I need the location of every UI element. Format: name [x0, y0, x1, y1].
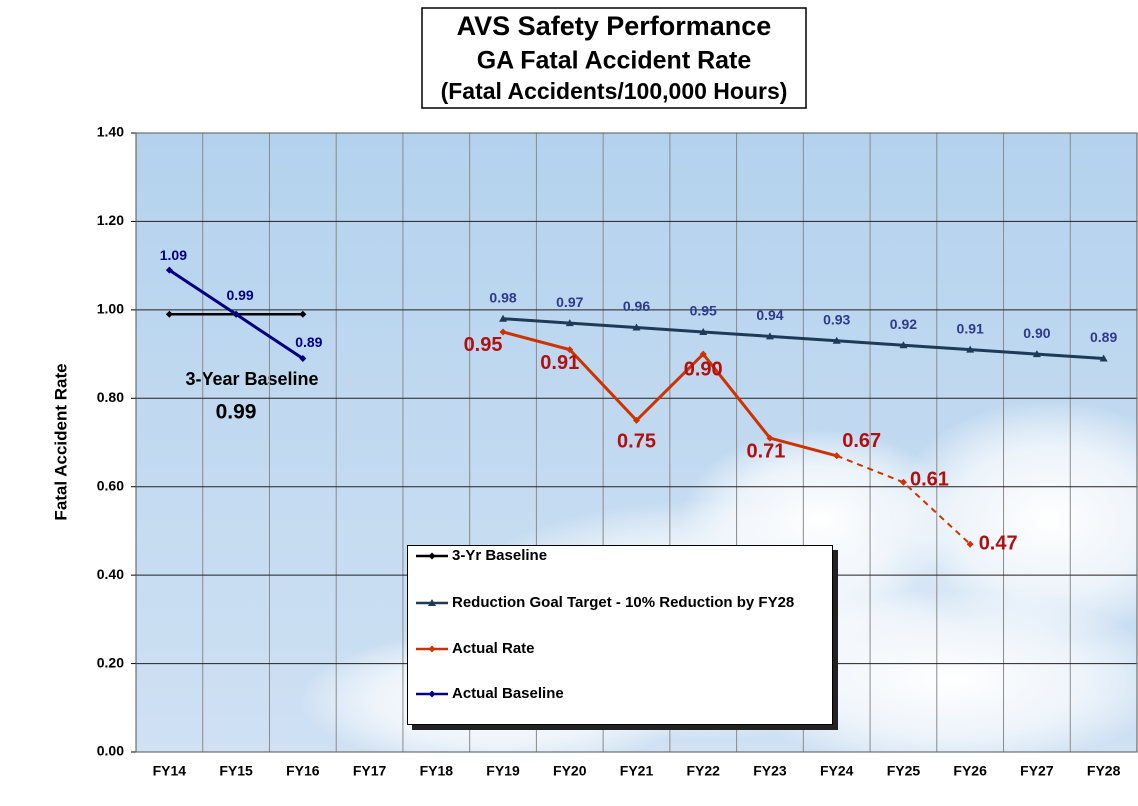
marker	[966, 345, 975, 353]
marker	[632, 323, 641, 331]
marker	[899, 478, 907, 486]
marker	[165, 310, 173, 318]
data-label: 0.75	[617, 431, 656, 453]
legend-swatch	[416, 599, 448, 606]
plot-frame	[135, 132, 1138, 753]
data-label: 0.47	[979, 532, 1018, 554]
chart-title: (Fatal Accidents/100,000 Hours)	[441, 78, 788, 104]
x-tick-label: FY23	[753, 763, 787, 779]
data-label: 0.90	[1023, 325, 1050, 341]
legend-label: Reduction Goal Target - 10% Reduction by…	[452, 594, 795, 611]
marker	[232, 310, 240, 318]
legend-label: Actual Baseline	[452, 685, 564, 702]
data-label: 0.89	[295, 334, 322, 350]
x-tick-label: FY26	[953, 763, 987, 779]
marker	[633, 416, 640, 424]
x-tick-label: FY19	[486, 763, 520, 779]
data-label: 0.90	[684, 358, 723, 380]
legend-swatch	[416, 552, 448, 560]
chart-title: AVS Safety Performance	[457, 11, 772, 41]
marker	[966, 540, 974, 548]
x-tick-label: FY18	[420, 763, 454, 779]
data-label: 0.98	[489, 289, 516, 305]
series-line	[502, 330, 838, 458]
x-tick-label: FY17	[353, 763, 387, 779]
data-label: 0.91	[540, 352, 579, 374]
y-tick-label: 0.60	[97, 477, 124, 493]
marker	[428, 599, 436, 606]
annotation: 3-Year Baseline	[185, 369, 318, 389]
marker	[1099, 354, 1108, 362]
x-tick-label: FY22	[686, 763, 720, 779]
data-label: 0.93	[823, 312, 850, 328]
marker	[299, 354, 307, 362]
marker	[428, 552, 436, 560]
y-tick-label: 0.20	[97, 654, 124, 670]
data-label: 0.92	[890, 316, 917, 332]
y-tick-label: 1.40	[97, 124, 124, 140]
data-label: 0.97	[556, 294, 583, 310]
data-label: 0.61	[910, 469, 949, 491]
x-tick-label: FY24	[820, 763, 854, 779]
y-axis-title: Fatal Accident Rate	[51, 363, 70, 520]
legend-label: 3-Yr Baseline	[452, 547, 548, 564]
legend-item: Reduction Goal Target - 10% Reduction by…	[414, 593, 824, 612]
data-label: 0.89	[1090, 329, 1117, 345]
marker	[299, 310, 307, 318]
y-tick-label: 0.40	[97, 566, 124, 582]
x-tick-label: FY21	[620, 763, 654, 779]
series-line	[502, 317, 1104, 360]
x-tick-label: FY25	[887, 763, 921, 779]
marker	[699, 327, 708, 335]
annotation: 0.99	[216, 401, 257, 424]
data-label: 0.94	[756, 307, 783, 323]
data-label: 0.67	[842, 430, 881, 452]
data-label: 0.99	[226, 287, 253, 303]
y-tick-label: 0.00	[97, 743, 124, 759]
data-label: 0.91	[957, 320, 984, 336]
x-tick-label: FY27	[1020, 763, 1054, 779]
data-label: 0.71	[746, 440, 785, 462]
data-label: 0.96	[623, 298, 650, 314]
legend-item: 3-Yr Baseline	[414, 546, 824, 565]
marker	[428, 690, 436, 698]
x-tick-label: FY15	[219, 763, 253, 779]
marker	[566, 346, 574, 354]
marker	[832, 336, 841, 344]
data-label: 1.09	[160, 247, 187, 263]
marker	[833, 452, 841, 460]
marker	[765, 332, 774, 340]
marker	[699, 350, 707, 358]
marker	[565, 319, 574, 327]
marker	[499, 328, 507, 336]
x-tick-label: FY16	[286, 763, 320, 779]
marker	[899, 341, 908, 349]
legend-item: Actual Baseline	[414, 684, 824, 703]
legend-swatch	[416, 645, 448, 653]
legend-item: Actual Rate	[414, 639, 824, 658]
y-tick-label: 0.80	[97, 389, 124, 405]
marker	[165, 266, 173, 274]
marker	[499, 314, 508, 322]
legend: 3-Yr Baseline Reduction Goal Target - 10%…	[407, 545, 833, 725]
title-box	[421, 7, 807, 109]
chart-title: GA Fatal Accident Rate	[477, 47, 752, 75]
marker	[1032, 350, 1041, 358]
x-tick-label: FY14	[153, 763, 187, 779]
y-tick-label: 1.00	[97, 301, 124, 317]
marker	[766, 434, 774, 442]
marker	[428, 645, 436, 653]
data-label: 0.95	[690, 303, 717, 319]
legend-swatch	[416, 690, 448, 698]
data-label: 0.95	[464, 334, 503, 356]
y-tick-label: 1.20	[97, 212, 124, 228]
x-tick-label: FY20	[553, 763, 587, 779]
x-tick-label: FY28	[1087, 763, 1121, 779]
legend-label: Actual Rate	[452, 640, 535, 657]
